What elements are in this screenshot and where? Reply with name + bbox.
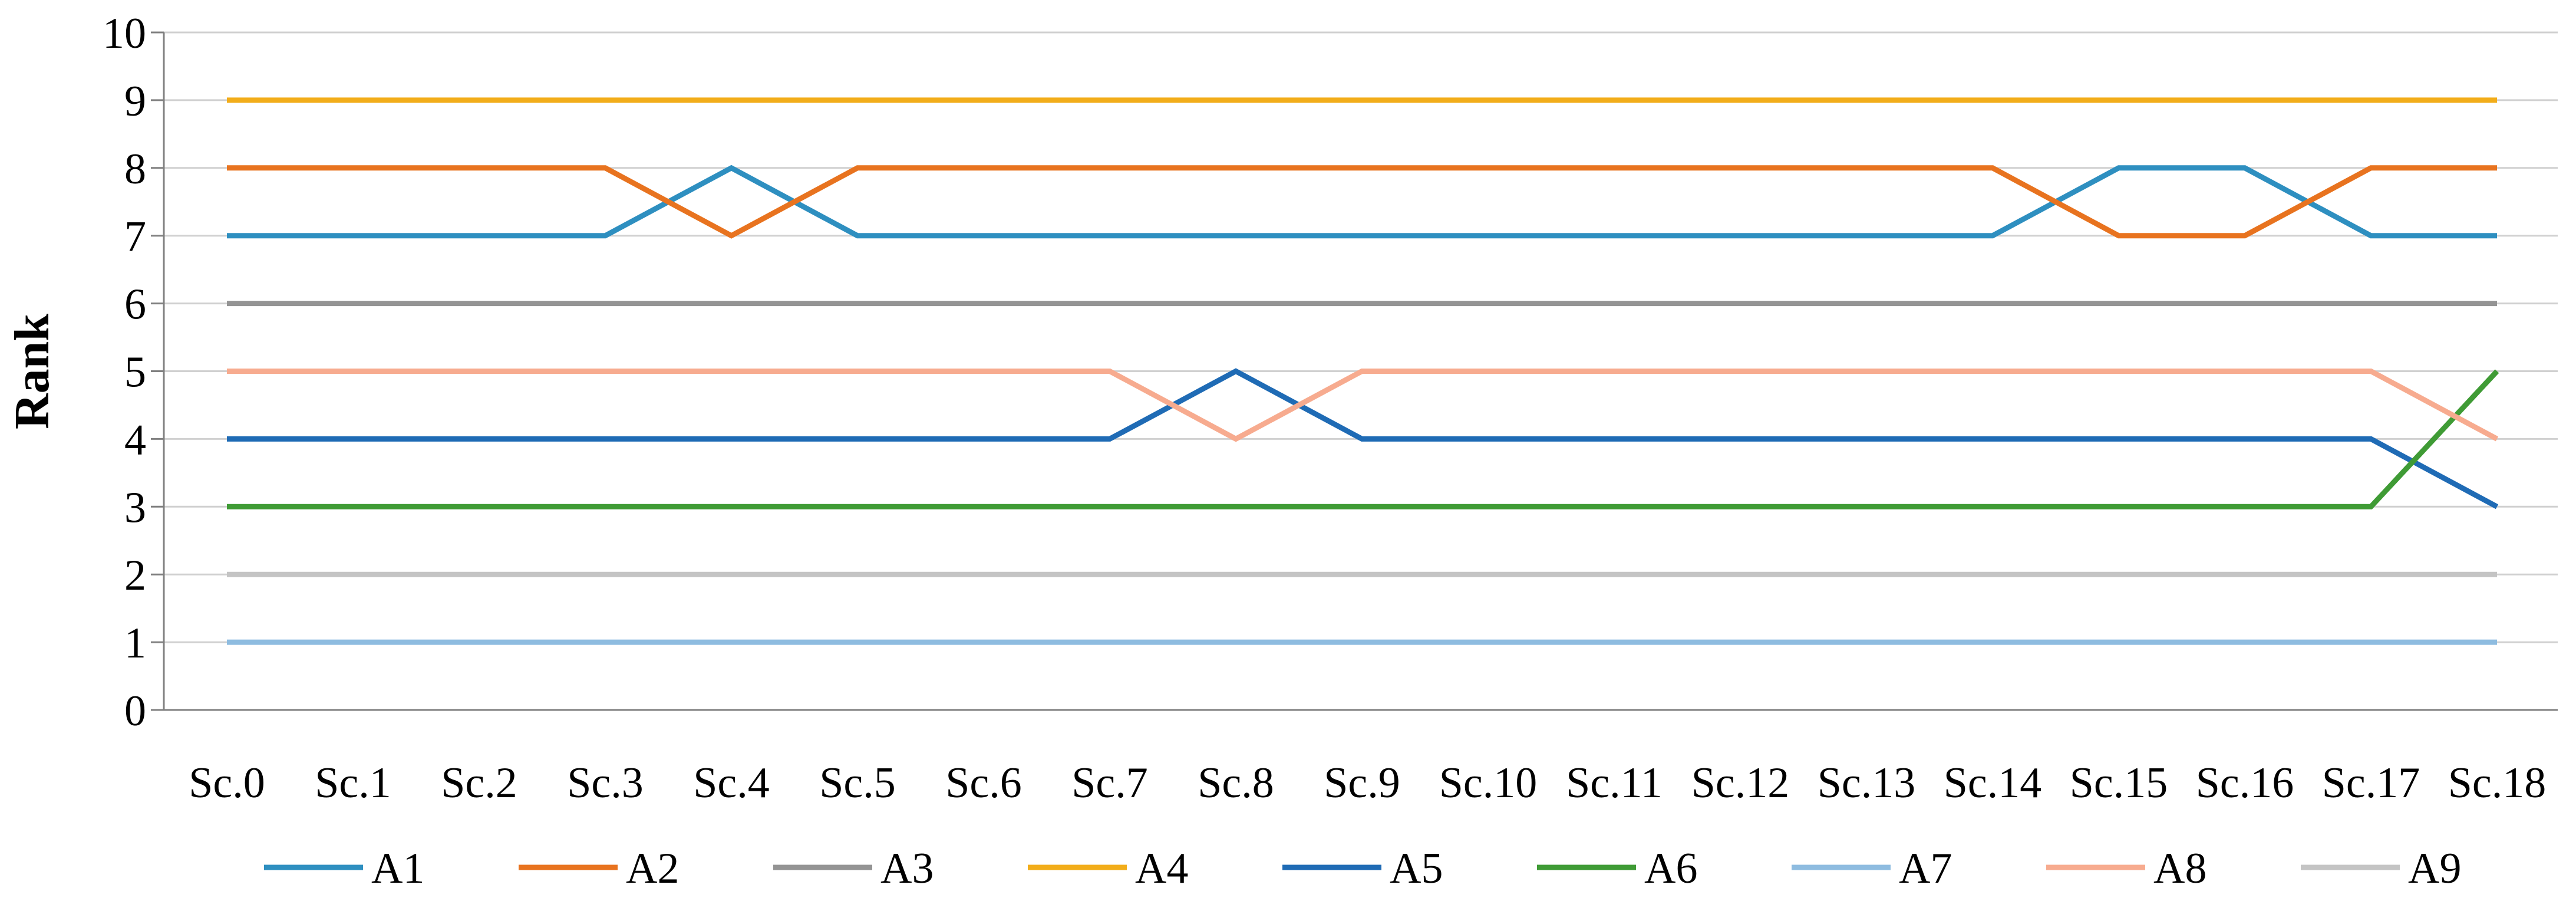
x-tick-label: Sc.12 — [1691, 759, 1790, 807]
y-tick-label: 3 — [124, 484, 146, 532]
x-tick-label: Sc.6 — [945, 759, 1022, 807]
y-tick-label: 2 — [124, 551, 146, 600]
legend-label: A2 — [626, 844, 679, 893]
series-line-a1 — [227, 165, 2497, 239]
x-tick-label: Sc.4 — [693, 759, 770, 807]
x-tick-label: Sc.0 — [189, 759, 265, 807]
y-tick-label: 10 — [103, 9, 146, 58]
y-axis-title: Rank — [5, 314, 60, 429]
x-tick-label: Sc.5 — [819, 759, 896, 807]
x-tick-label: Sc.7 — [1071, 759, 1148, 807]
legend-label: A8 — [2153, 844, 2206, 893]
legend-label: A9 — [2408, 844, 2461, 893]
x-tick-label: Sc.2 — [441, 759, 517, 807]
x-tick-label: Sc.9 — [1324, 759, 1400, 807]
x-tick-label: Sc.10 — [1439, 759, 1538, 807]
y-tick-labels: 0 1 2 3 4 5 6 7 8 9 10 — [103, 9, 146, 735]
series-line-a5 — [227, 368, 2499, 509]
legend-label: A1 — [371, 844, 424, 893]
legend-label: A5 — [1390, 844, 1443, 893]
series-line-a2 — [227, 165, 2497, 239]
x-tick-label: Sc.3 — [567, 759, 644, 807]
x-tick-label: Sc.11 — [1566, 759, 1663, 807]
series-line-a6 — [227, 369, 2499, 509]
legend-label: A6 — [1644, 844, 1697, 893]
y-tick-label: 4 — [124, 416, 146, 464]
x-tick-label: Sc.17 — [2322, 759, 2420, 807]
y-tick-label: 6 — [124, 281, 146, 329]
x-tick-label: Sc.1 — [315, 759, 391, 807]
x-tick-label: Sc.15 — [2070, 759, 2168, 807]
x-tick-label: Sc.8 — [1198, 759, 1274, 807]
x-tick-label: Sc.14 — [1944, 759, 2042, 807]
legend-label: A4 — [1135, 844, 1188, 893]
y-tick-label: 5 — [124, 348, 146, 397]
legend-label: A7 — [1899, 844, 1952, 893]
y-tick-label: 0 — [124, 687, 146, 735]
x-tick-label: Sc.16 — [2196, 759, 2294, 807]
x-tick-label: Sc.13 — [1818, 759, 1916, 807]
axes — [151, 31, 2558, 711]
gridlines — [164, 31, 2558, 643]
y-tick-label: 7 — [124, 213, 146, 261]
y-tick-label: 9 — [124, 77, 146, 126]
series-lines — [227, 97, 2499, 645]
y-tick-label: 1 — [124, 619, 146, 667]
y-tick-label: 8 — [124, 145, 146, 193]
series-line-a8 — [227, 369, 2499, 442]
x-tick-label: Sc.18 — [2448, 759, 2547, 807]
x-tick-labels: Sc.0 Sc.1 Sc.2 Sc.3 Sc.4 Sc.5 Sc.6 Sc.7 Sc.8 Sc.9… — [189, 759, 2546, 807]
legend: A1 A2 A3 A4 A5 A6 A7 A8 A9 — [264, 844, 2461, 893]
legend-label: A3 — [880, 844, 934, 893]
